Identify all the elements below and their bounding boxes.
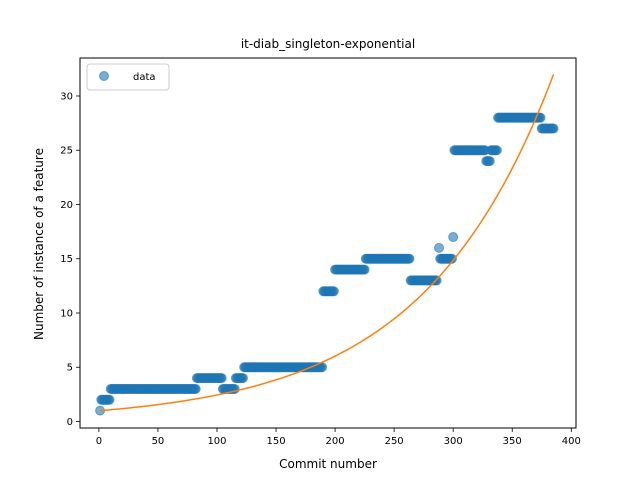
data-point [404, 253, 415, 264]
data-point [448, 232, 459, 243]
axes-frame [79, 57, 577, 429]
data-point [328, 286, 339, 297]
data-point [190, 383, 201, 394]
plot-area [79, 57, 577, 429]
x-tick-label: 50 [152, 436, 165, 447]
legend: data [86, 63, 170, 91]
chart-title: it-diab_singleton-exponential [241, 37, 415, 51]
legend-marker-data [99, 71, 109, 81]
data-point [484, 156, 495, 167]
data-point [548, 123, 559, 134]
x-tick-label: 400 [562, 436, 581, 447]
x-tick-label: 300 [444, 436, 463, 447]
data-point [434, 242, 445, 253]
y-tick-label: 20 [60, 200, 73, 211]
data-point [447, 253, 457, 264]
y-tick-label: 30 [60, 91, 73, 102]
y-axis-ticks: 0 5 10 15 20 25 30 [60, 91, 80, 428]
data-point [491, 145, 502, 156]
fit-line [100, 74, 555, 412]
y-tick-label: 5 [67, 363, 73, 374]
data-point [216, 373, 227, 384]
y-tick-label: 0 [67, 417, 73, 428]
x-tick-label: 250 [385, 436, 404, 447]
x-axis-label: Commit number [279, 457, 377, 471]
y-tick-label: 10 [60, 308, 73, 319]
data-point [237, 373, 248, 384]
x-tick-label: 0 [96, 436, 102, 447]
x-tick-label: 200 [326, 436, 345, 447]
y-tick-label: 15 [60, 254, 73, 265]
y-axis-label: Number of instance of a feature [32, 148, 46, 340]
scatter-points [95, 112, 559, 416]
legend-frame [86, 63, 170, 91]
y-tick-label: 25 [60, 146, 73, 157]
data-point [104, 394, 115, 405]
x-axis-ticks: 0 50 100 150 200 250 300 350 400 [96, 428, 581, 447]
x-tick-label: 150 [266, 436, 285, 447]
x-tick-label: 350 [503, 436, 522, 447]
legend-label-data: data [133, 72, 156, 83]
x-tick-label: 100 [207, 436, 226, 447]
data-point [359, 264, 370, 275]
